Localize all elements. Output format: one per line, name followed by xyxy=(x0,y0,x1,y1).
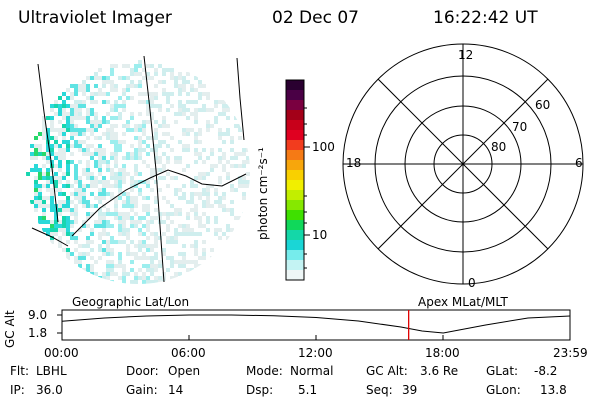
lat-label-70: 70 xyxy=(512,120,528,134)
mlt-label-0: 0 xyxy=(468,276,476,290)
ip-value: 36.0 xyxy=(36,383,63,397)
gain-value: 14 xyxy=(168,383,184,397)
orbit-ylabel: GC Alt xyxy=(3,310,17,348)
colorbar-swatch xyxy=(286,100,304,111)
dsp-value: 5.1 xyxy=(298,383,318,397)
orbit-xtick-4: 23:59 xyxy=(553,346,588,360)
time-label: 16:22:42 UT xyxy=(433,8,538,28)
gain-label: Gain: xyxy=(126,383,158,397)
geographic-grid-lines xyxy=(31,55,247,283)
colorbar-swatch xyxy=(286,170,304,181)
glat-label: GLat: xyxy=(486,364,519,378)
door-label: Door: xyxy=(126,364,159,378)
colorbar-swatch xyxy=(286,160,304,171)
geographic-label: Geographic Lat/Lon xyxy=(72,295,190,309)
lat-label-80: 80 xyxy=(491,140,507,154)
orbit-ytick-high: 9.0 xyxy=(28,308,48,322)
glat-value: -8.2 xyxy=(534,364,558,378)
colorbar-swatch xyxy=(286,120,304,131)
gcalt-label: GC Alt: xyxy=(366,364,408,378)
colorbar-swatch xyxy=(286,240,304,251)
lat-label-60: 60 xyxy=(535,98,551,112)
colorbar-swatch xyxy=(286,220,304,231)
colorbar-swatch xyxy=(286,150,304,161)
colorbar-swatch xyxy=(286,110,304,121)
gcalt-value: 3.6 Re xyxy=(420,364,459,378)
colorbar-swatch xyxy=(286,140,304,151)
colorbar-swatch xyxy=(286,90,304,101)
colorbar-swatch xyxy=(286,250,304,261)
colorbar-swatch xyxy=(286,200,304,211)
auroral-image xyxy=(26,60,250,284)
orbit-plot-ticks xyxy=(57,314,571,340)
dsp-label: Dsp: xyxy=(246,383,274,397)
orbit-xtick-0: 00:00 xyxy=(44,346,79,360)
colorbar-tick-10: 10 xyxy=(312,228,328,242)
door-value: Open xyxy=(168,364,201,378)
seq-label: Seq: xyxy=(366,383,393,397)
filter-label: Flt: xyxy=(10,364,29,378)
apex-label: Apex MLat/MLT xyxy=(418,295,508,309)
colorbar-swatch xyxy=(286,130,304,141)
mode-label: Mode: xyxy=(246,364,283,378)
orbit-xtick-3: 18:00 xyxy=(425,346,460,360)
colorbar-swatch xyxy=(286,180,304,191)
date-label: 02 Dec 07 xyxy=(272,8,359,28)
colorbar-tick-100: 100 xyxy=(312,140,335,154)
mlt-label-12: 12 xyxy=(458,48,474,62)
instrument-title: Ultraviolet Imager xyxy=(18,8,172,28)
colorbar-swatch xyxy=(286,210,304,221)
colorbar-swatch xyxy=(286,190,304,201)
glon-label: GLon: xyxy=(486,383,521,397)
polar-grid xyxy=(342,43,584,285)
colorbar-swatch xyxy=(286,270,304,281)
colorbar-swatch xyxy=(286,260,304,271)
altitude-curve xyxy=(61,314,571,334)
ip-label: IP: xyxy=(10,383,25,397)
colorbar-swatch xyxy=(286,230,304,241)
orbit-xtick-1: 06:00 xyxy=(171,346,206,360)
filter-value: LBHL xyxy=(36,364,67,378)
colorbar-ticks xyxy=(304,107,310,269)
mlt-label-6: 6 xyxy=(575,156,583,170)
colorbar xyxy=(286,80,304,281)
mode-value: Normal xyxy=(290,364,334,378)
colorbar-swatch xyxy=(286,80,304,91)
orbit-ytick-low: 1.8 xyxy=(28,326,48,340)
seq-value: 39 xyxy=(402,383,418,397)
glon-value: 13.8 xyxy=(540,383,567,397)
orbit-xtick-2: 12:00 xyxy=(298,346,333,360)
colorbar-unit-label: photon cm⁻²s⁻¹ xyxy=(256,147,270,240)
mlt-label-18: 18 xyxy=(346,156,362,170)
